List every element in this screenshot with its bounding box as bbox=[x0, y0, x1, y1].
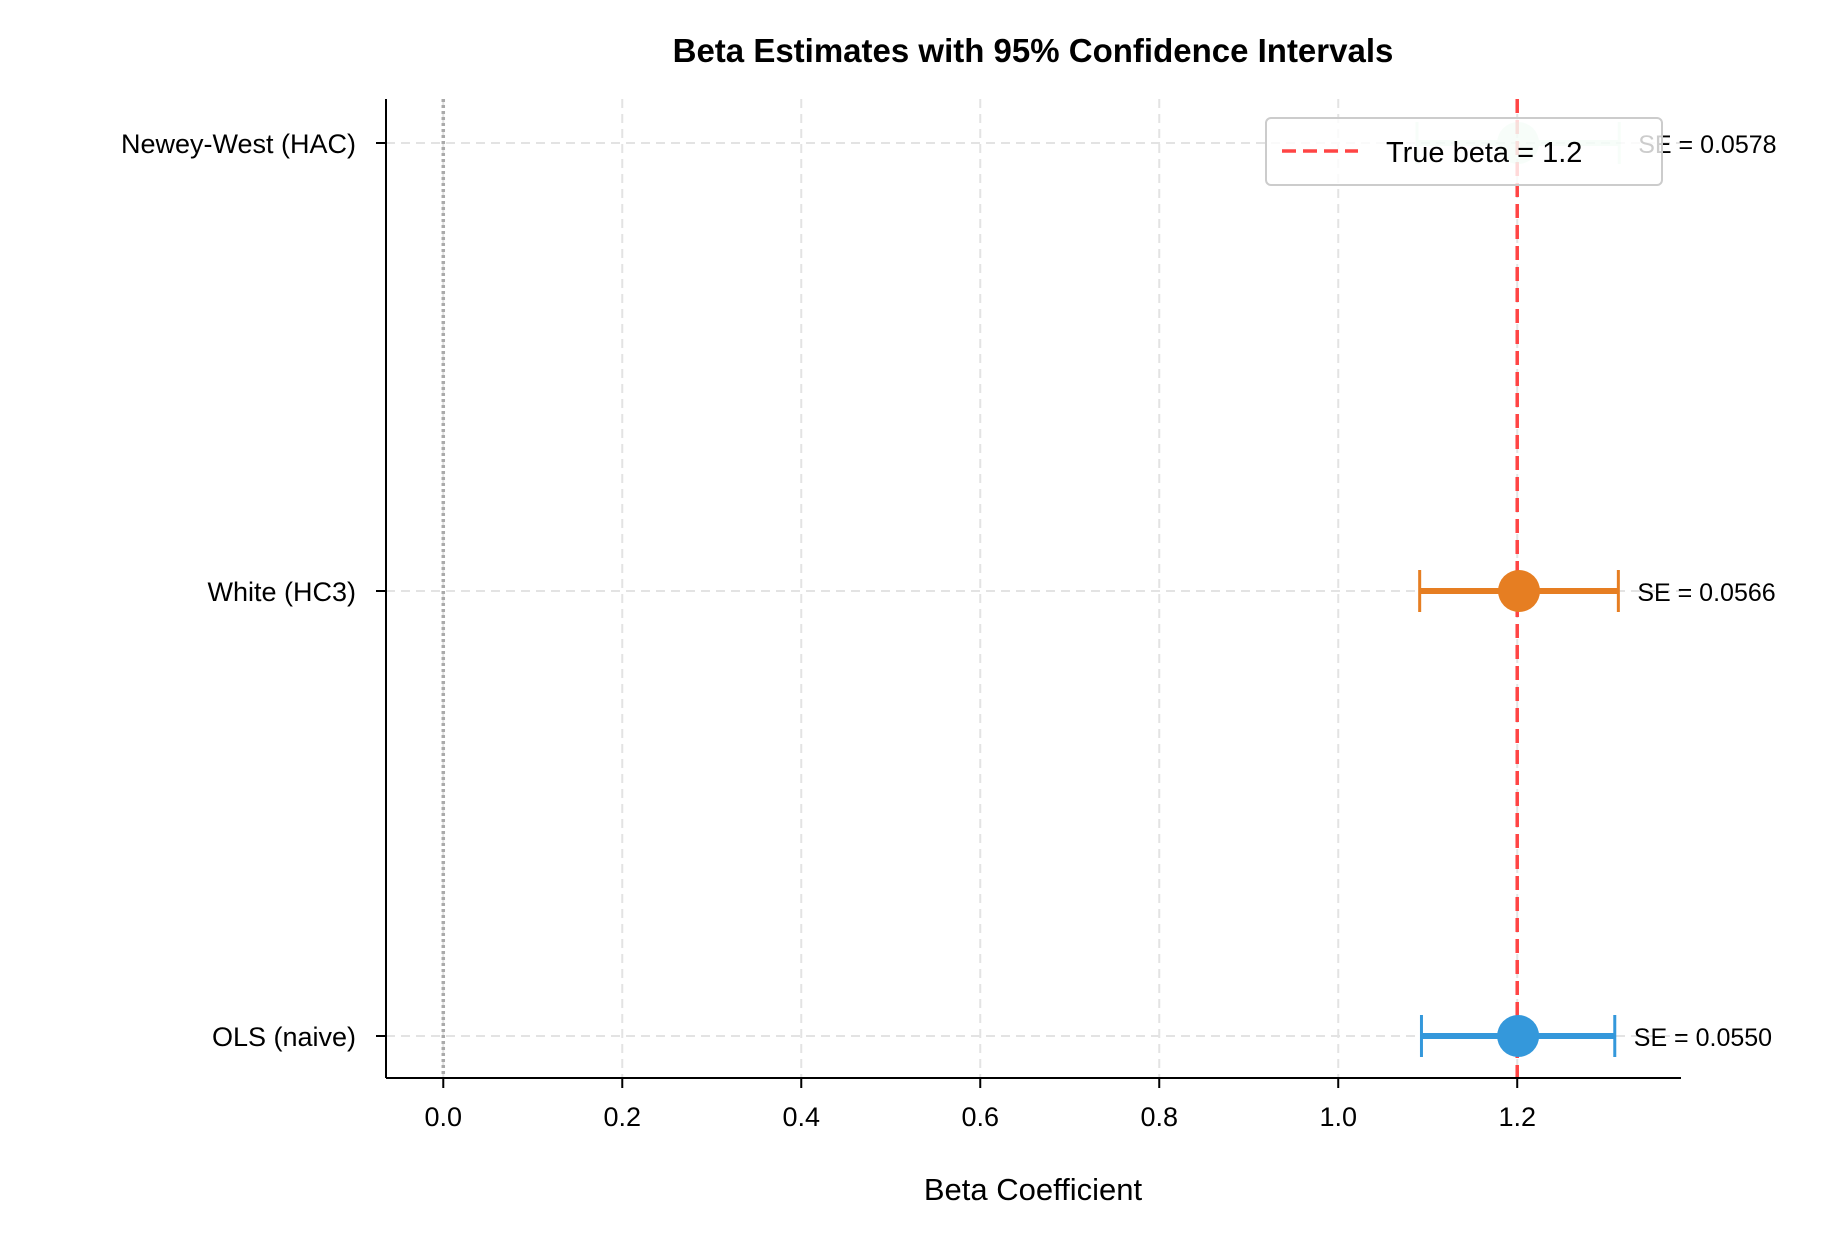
grid bbox=[386, 99, 1681, 1078]
x-tick-label: 1.2 bbox=[1498, 1102, 1536, 1132]
y-tick-label: OLS (naive) bbox=[212, 1022, 356, 1052]
errorbar-1 bbox=[1418, 570, 1620, 612]
se-label: SE = 0.0566 bbox=[1637, 579, 1775, 607]
y-tick-label: White (HC3) bbox=[207, 577, 356, 607]
legend-label-true-beta: True beta = 1.2 bbox=[1386, 137, 1582, 169]
x-axis-label: Beta Coefficient bbox=[924, 1172, 1143, 1207]
y-tick-label: Newey-West (HAC) bbox=[121, 129, 356, 159]
x-tick-label: 0.8 bbox=[1140, 1102, 1178, 1132]
x-tick-label: 0.0 bbox=[425, 1102, 463, 1132]
legend-box bbox=[1265, 117, 1663, 186]
axes: 0.0 0.2 0.4 0.6 0.8 1.0 1.2 OLS (naive) White (H… bbox=[121, 99, 1681, 1132]
x-tick-label: 1.0 bbox=[1319, 1102, 1357, 1132]
errorbar-0 bbox=[1419, 1015, 1617, 1057]
x-tick-label: 0.6 bbox=[961, 1102, 999, 1132]
legend: True beta = 1.2 bbox=[1265, 117, 1663, 186]
estimate-point bbox=[1498, 570, 1541, 612]
x-tick-label: 0.4 bbox=[782, 1102, 820, 1132]
chart-title: Beta Estimates with 95% Confidence Inter… bbox=[673, 32, 1394, 69]
se-label: SE = 0.0550 bbox=[1634, 1024, 1772, 1052]
x-tick-label: 0.2 bbox=[603, 1102, 641, 1132]
estimate-point bbox=[1497, 1015, 1540, 1057]
